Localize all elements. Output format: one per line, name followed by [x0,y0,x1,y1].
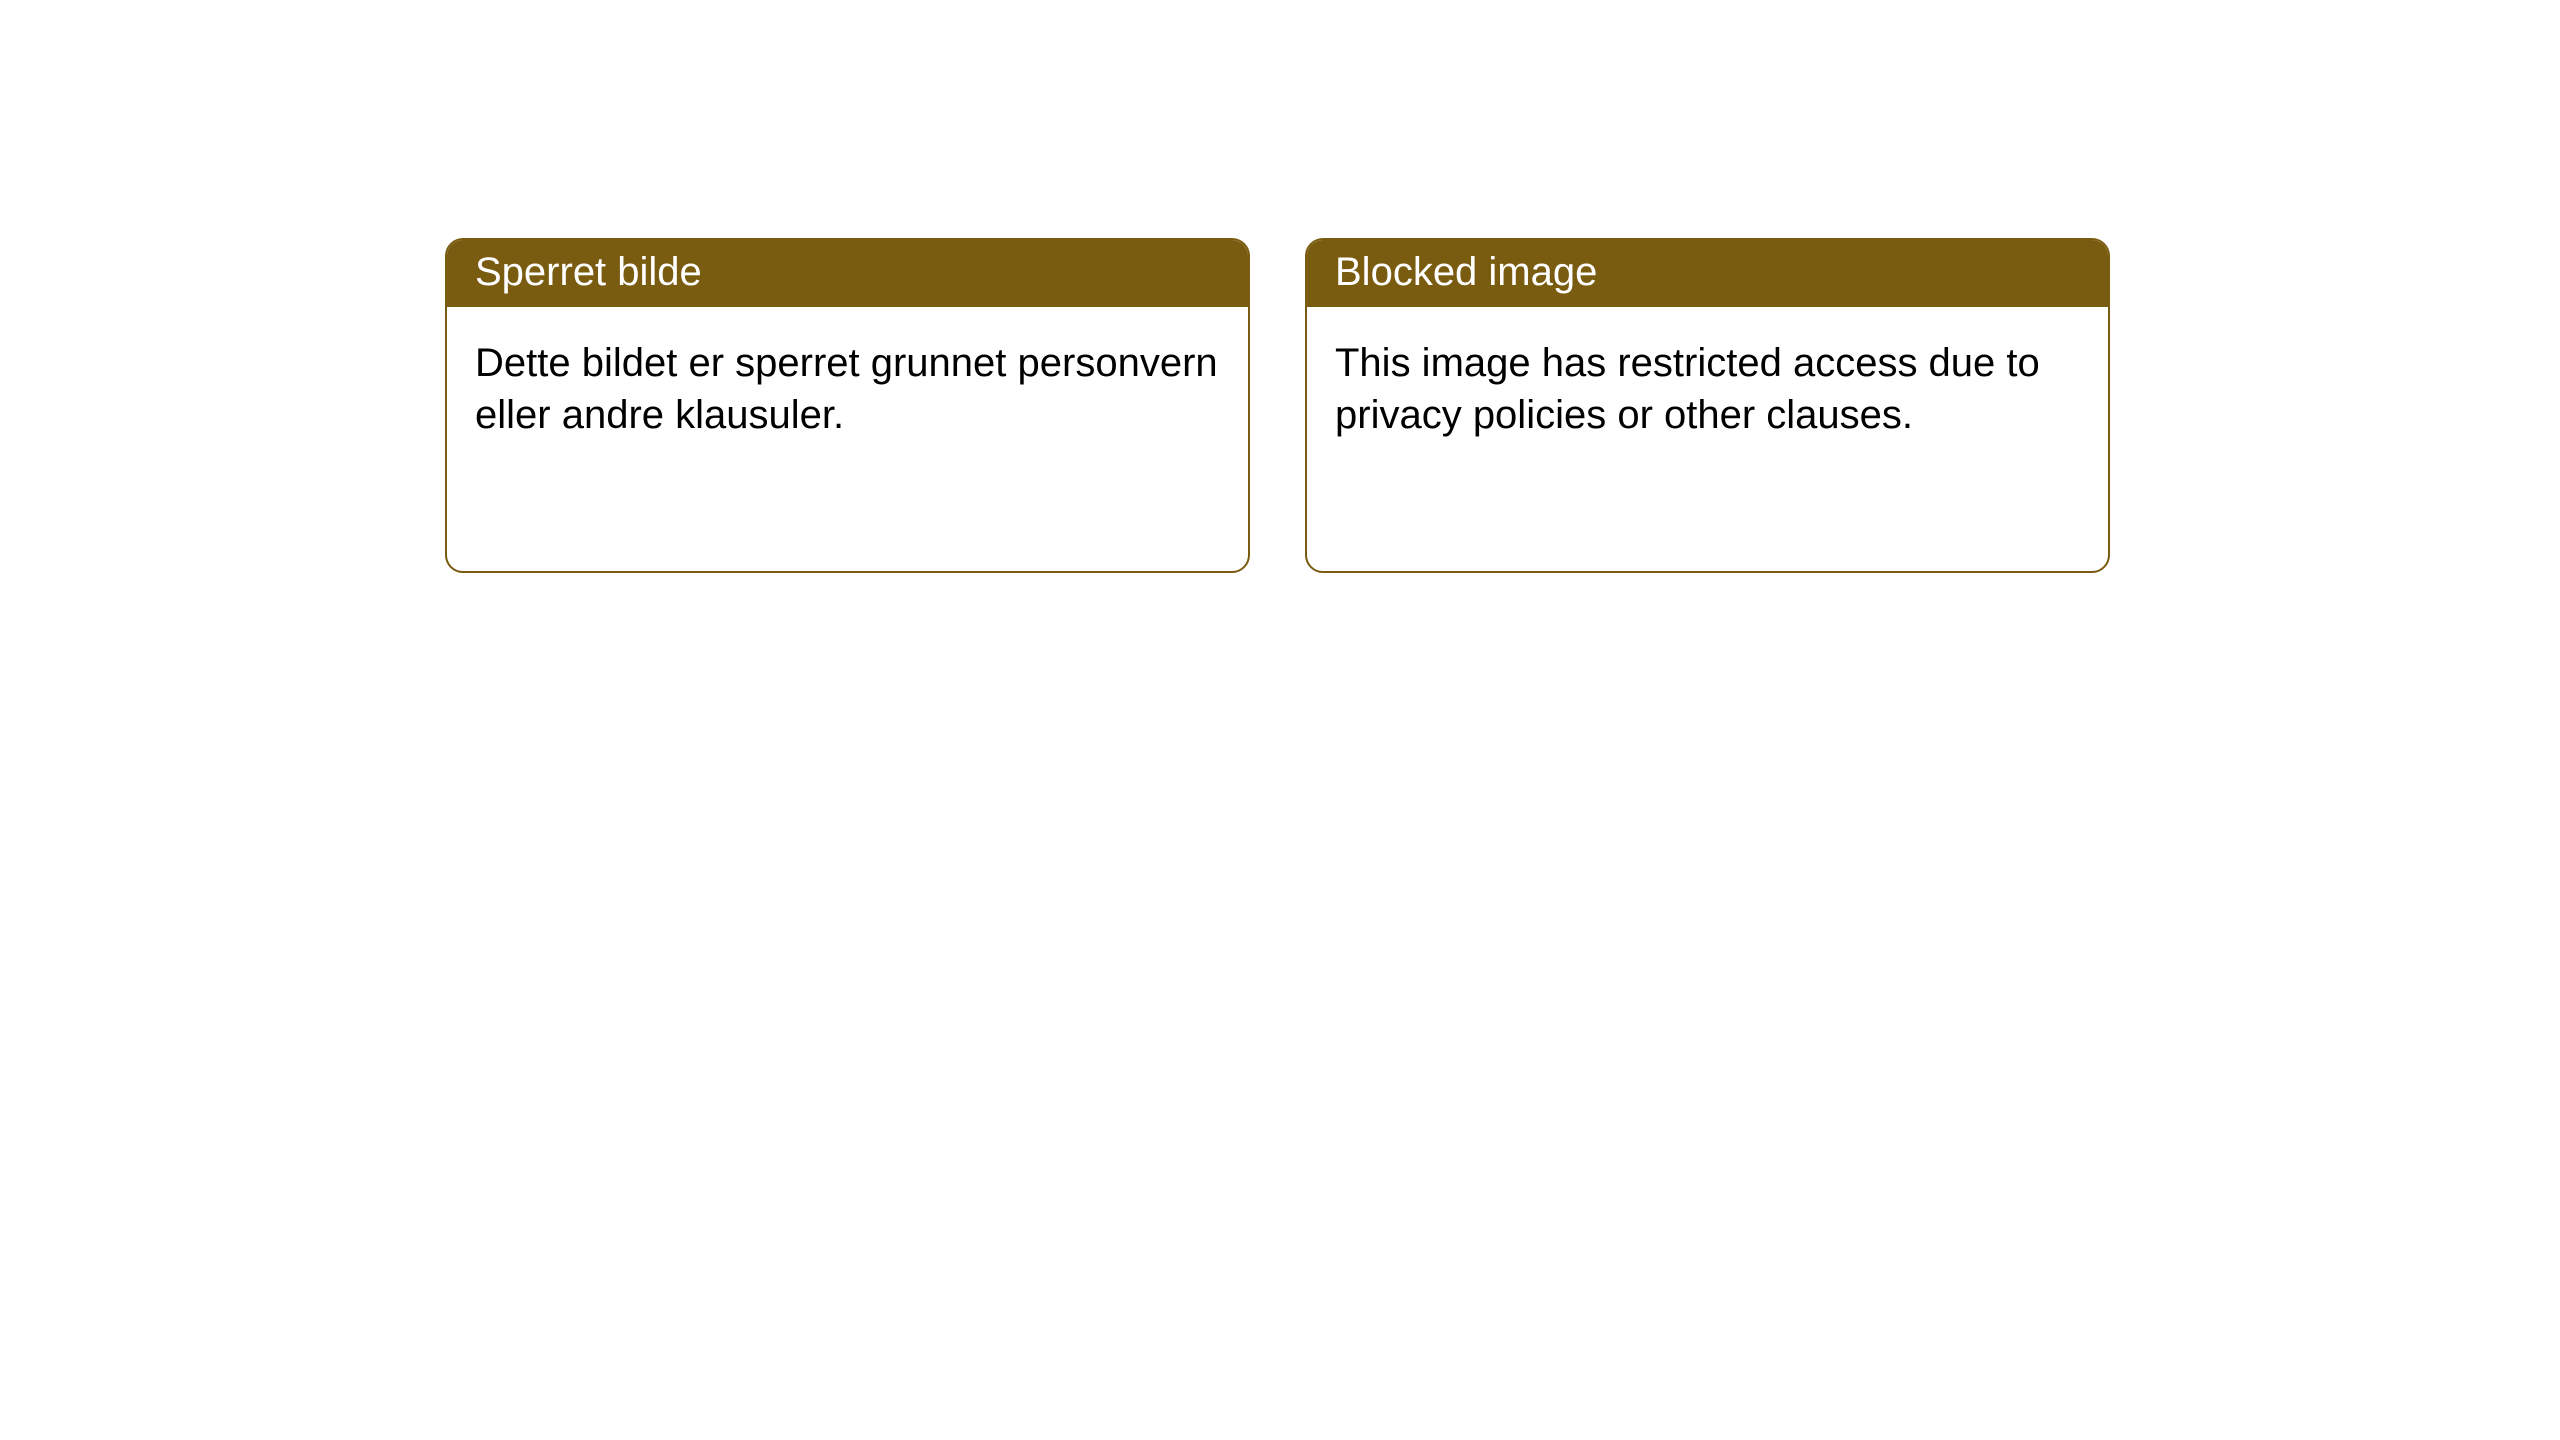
notice-title: Sperret bilde [475,250,702,294]
notice-message: Dette bildet er sperret grunnet personve… [475,341,1218,437]
notice-card-norwegian: Sperret bilde Dette bildet er sperret gr… [445,238,1250,573]
notice-card-english: Blocked image This image has restricted … [1305,238,2110,573]
notice-header: Sperret bilde [447,240,1248,307]
notice-body: Dette bildet er sperret grunnet personve… [447,307,1248,471]
notice-message: This image has restricted access due to … [1335,341,2040,437]
notice-container: Sperret bilde Dette bildet er sperret gr… [0,0,2560,573]
notice-body: This image has restricted access due to … [1307,307,2108,471]
notice-title: Blocked image [1335,250,1597,294]
notice-header: Blocked image [1307,240,2108,307]
